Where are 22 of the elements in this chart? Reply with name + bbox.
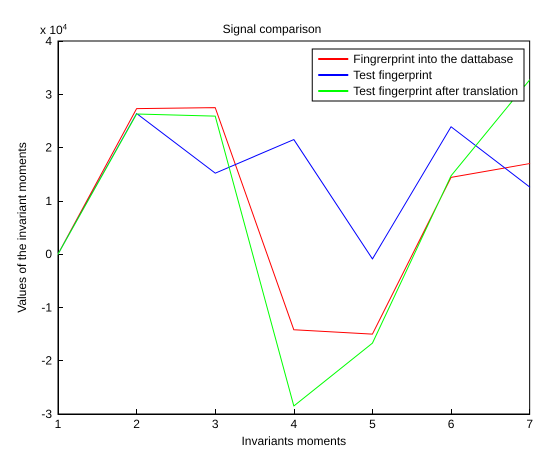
line-series [58,107,530,335]
x-tick-label: 6 [448,417,455,431]
y-tick-label: 3 [45,87,52,102]
x-tick-label: 2 [133,417,140,431]
legend-label: Fingrerprint into the dattabase [353,52,514,66]
y-tick-label: -2 [41,354,52,368]
y-tick-label: 4 [45,34,52,48]
x-axis-title: Invariants moments [241,434,346,448]
x-tick-label: 1 [54,417,62,431]
y-axis-title: Values of the invariant moments [15,142,29,313]
x-tick-label: 5 [369,417,376,431]
legend-label: Test fingerprint after translation [353,84,518,98]
x-tick-label: 3 [212,417,219,431]
x-tick-label: 7 [526,417,534,431]
y-tick-label: -1 [41,300,52,314]
y-tick-label: 2 [45,140,52,155]
y-tick-label: 0 [45,247,52,262]
y-tick-label: -3 [41,407,52,421]
legend-label: Test fingerprint [353,68,433,82]
y-tick-label: 1 [45,194,52,208]
x-tick-label: 4 [290,417,298,431]
chart-title: Signal comparison [222,22,322,36]
